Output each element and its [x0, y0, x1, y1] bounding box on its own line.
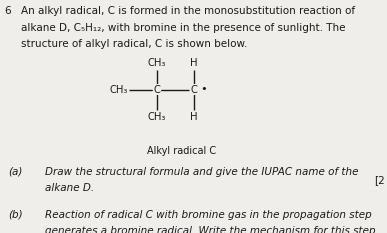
- Text: CH₃: CH₃: [147, 112, 166, 122]
- Text: Reaction of radical C with bromine gas in the propagation step: Reaction of radical C with bromine gas i…: [45, 210, 371, 220]
- Text: H: H: [190, 58, 197, 68]
- Text: C: C: [190, 85, 197, 95]
- Text: (a): (a): [8, 167, 22, 177]
- Text: CH₃: CH₃: [110, 85, 128, 95]
- Text: alkane D, C₅H₁₂, with bromine in the presence of sunlight. The: alkane D, C₅H₁₂, with bromine in the pre…: [21, 23, 346, 33]
- Text: structure of alkyl radical, C is shown below.: structure of alkyl radical, C is shown b…: [21, 39, 248, 49]
- Text: C: C: [153, 85, 160, 95]
- Text: Alkyl radical C: Alkyl radical C: [147, 146, 216, 156]
- Text: H: H: [190, 112, 197, 122]
- Text: —C—: —C—: [141, 85, 172, 95]
- Text: An alkyl radical, C is formed in the monosubstitution reaction of: An alkyl radical, C is formed in the mon…: [21, 6, 355, 16]
- Text: (b): (b): [8, 210, 22, 220]
- Text: CH₃: CH₃: [147, 58, 166, 68]
- Text: 6: 6: [5, 6, 11, 16]
- Text: generates a bromine radical. Write the mechanism for this step.: generates a bromine radical. Write the m…: [45, 226, 378, 233]
- Text: Draw the structural formula and give the IUPAC name of the: Draw the structural formula and give the…: [45, 167, 358, 177]
- Text: alkane D.: alkane D.: [45, 183, 94, 193]
- Text: [2: [2: [374, 175, 385, 185]
- Text: •: •: [200, 84, 207, 93]
